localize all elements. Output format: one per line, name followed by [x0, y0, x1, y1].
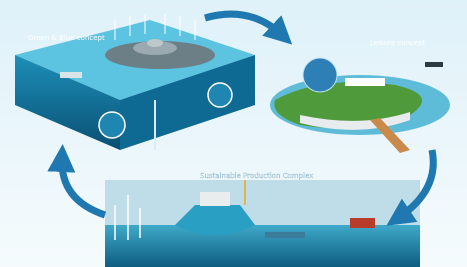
- node-label: Sustainable Production Complex: [200, 172, 313, 180]
- page: Green & Blue concept Leisure concept Sus…: [0, 0, 467, 267]
- production-complex: [105, 180, 420, 267]
- node-label: Leisure concept: [370, 39, 426, 47]
- illustration: Green & Blue concept Leisure concept Sus…: [0, 0, 467, 267]
- node-label: Green & Blue concept: [28, 34, 105, 42]
